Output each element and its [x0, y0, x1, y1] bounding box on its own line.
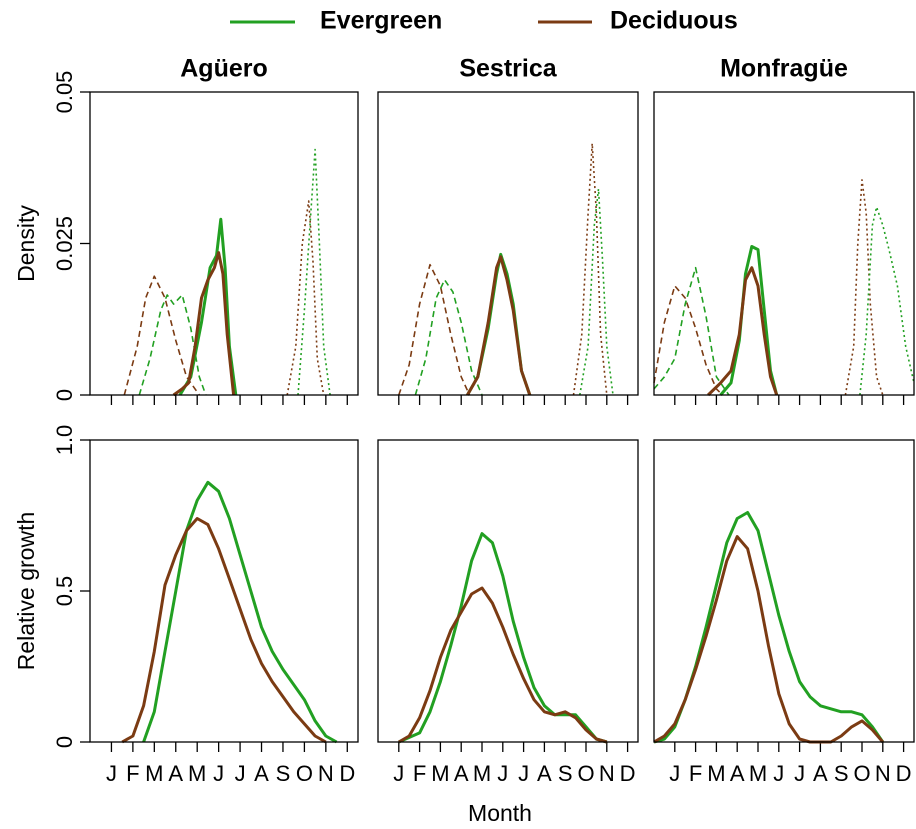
y-tick-label: 0.025 [52, 216, 77, 271]
x-tick-label: M [707, 761, 725, 786]
panel-frame [89, 91, 359, 396]
x-tick-label: M [145, 761, 163, 786]
series-line [859, 206, 915, 396]
x-axis-label: Month [468, 800, 532, 826]
panel-frame [377, 439, 639, 743]
panel-title: Monfragüe [720, 55, 848, 83]
x-tick-label: N [318, 761, 334, 786]
x-tick-label: D [896, 761, 912, 786]
x-tick-label: M [473, 761, 491, 786]
series-line [138, 294, 207, 396]
x-tick-label: A [537, 761, 552, 786]
legend-label: Evergreen [320, 7, 442, 35]
x-tick-label: J [106, 761, 117, 786]
x-tick-label: A [168, 761, 183, 786]
series-line [653, 285, 724, 396]
x-tick-label: J [235, 761, 246, 786]
x-tick-label: D [339, 761, 355, 786]
series-line [142, 480, 338, 744]
x-tick-label: S [558, 761, 573, 786]
series-line [123, 275, 200, 396]
panel-frame [377, 91, 639, 396]
legend: Evergreen Deciduous [230, 7, 738, 35]
x-tick-label: O [296, 761, 313, 786]
x-tick-label: M [749, 761, 767, 786]
x-tick-label: J [518, 761, 529, 786]
x-tick-label: A [813, 761, 828, 786]
series-line [297, 148, 331, 396]
x-tick-label: M [431, 761, 449, 786]
series-line [466, 255, 532, 396]
x-tick-label: N [599, 761, 615, 786]
x-tick-label: F [126, 761, 139, 786]
y-axis-label: Density [13, 205, 39, 282]
series-line [844, 179, 884, 396]
x-tick-label: O [853, 761, 870, 786]
legend-label: Deciduous [610, 7, 738, 35]
y-tick-label: 0 [52, 389, 77, 401]
panel-title: Sestrica [459, 55, 557, 83]
series-line [466, 252, 532, 396]
x-tick-label: F [689, 761, 702, 786]
y-tick-label: 0.5 [52, 576, 77, 607]
series-line [398, 586, 608, 744]
series-line [579, 188, 614, 396]
y-axis-label: Relative growth [13, 512, 39, 671]
series-line [398, 532, 608, 744]
x-tick-label: J [773, 761, 784, 786]
x-tick-label: O [577, 761, 594, 786]
x-tick-label: J [497, 761, 508, 786]
x-tick-label: A [730, 761, 745, 786]
x-tick-label: M [188, 761, 206, 786]
x-tick-label: J [669, 761, 680, 786]
x-tick-label: F [413, 761, 426, 786]
panel-frame [653, 91, 915, 396]
series-line [172, 251, 236, 397]
x-tick-label: S [276, 761, 291, 786]
panel-frame [89, 439, 359, 743]
x-tick-label: S [834, 761, 849, 786]
series-line [178, 217, 238, 396]
x-tick-label: D [620, 761, 636, 786]
x-tick-label: N [875, 761, 891, 786]
y-tick-label: 1.0 [52, 425, 77, 456]
series-line [719, 245, 779, 396]
x-tick-label: A [454, 761, 469, 786]
series-line [653, 535, 884, 744]
y-tick-label: 0 [52, 736, 77, 748]
series-line [286, 200, 325, 396]
panel-title: Agüero [180, 55, 268, 83]
x-tick-label: J [213, 761, 224, 786]
series-line [414, 279, 483, 396]
series-line [707, 266, 779, 397]
x-tick-label: A [254, 761, 269, 786]
y-tick-label: 0.05 [52, 71, 77, 114]
series-line [398, 263, 471, 396]
series-line [572, 142, 608, 396]
x-tick-label: J [794, 761, 805, 786]
series-line [653, 266, 730, 396]
x-tick-label: J [393, 761, 404, 786]
panel-frame [653, 439, 915, 743]
series-line [653, 511, 885, 744]
series-line [121, 517, 327, 744]
